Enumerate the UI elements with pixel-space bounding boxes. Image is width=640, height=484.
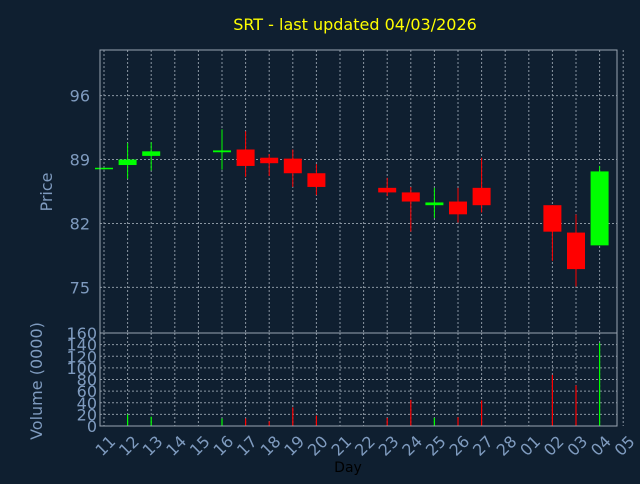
volume-tick-label: 160 <box>66 324 97 343</box>
candlestick <box>449 187 467 223</box>
volume-tick-label: 140 <box>66 336 97 355</box>
price-tick-label: 82 <box>70 214 90 233</box>
candle-body <box>260 157 279 164</box>
candlestick <box>543 205 562 261</box>
candle-body <box>118 159 137 166</box>
candle-body <box>307 173 326 187</box>
candle-body <box>142 151 161 156</box>
candle-body <box>449 201 467 215</box>
candlesticks <box>95 129 609 287</box>
candle-body <box>543 205 562 232</box>
volume-tick-label: 40 <box>77 394 97 413</box>
volume-tick-label: 80 <box>77 371 97 390</box>
candle-body <box>590 171 609 246</box>
volume-axis-label: Volume (0000) <box>27 322 46 440</box>
volume-tick-label: 100 <box>66 359 97 378</box>
candle-body <box>283 158 302 174</box>
candle-body <box>236 149 255 166</box>
price-tick-label: 96 <box>70 87 90 106</box>
candlestick <box>142 142 161 171</box>
price-axis-label: Price <box>37 172 56 211</box>
candle-body <box>95 167 113 170</box>
candle-body <box>472 187 491 206</box>
candle-body <box>401 192 420 202</box>
volume-bars <box>126 342 601 426</box>
volume-tick-label: 120 <box>66 347 97 366</box>
volume-tick-label: 60 <box>77 382 97 401</box>
candle-body <box>213 150 231 153</box>
volume-panel-frame <box>99 332 618 427</box>
candlestick <box>260 154 279 176</box>
candlestick <box>401 186 420 232</box>
x-axis-label: Day <box>334 460 362 476</box>
candlestick <box>567 214 585 287</box>
candlestick <box>213 129 231 170</box>
price-tick-labels: 75 82 89 96 <box>70 87 90 298</box>
candlestick <box>472 157 491 213</box>
candlestick <box>283 149 302 187</box>
candlestick <box>118 143 137 179</box>
chart-title: SRT - last updated 04/03/2026 <box>233 15 477 34</box>
candle-body <box>425 202 444 206</box>
price-tick-label: 89 <box>70 151 90 170</box>
candlestick <box>236 131 255 177</box>
volume-tick-label: 20 <box>77 405 97 424</box>
x-tick-labels: 1112131415161718192021222324252627280102… <box>91 432 638 460</box>
candlestick <box>378 177 397 197</box>
volume-tick-label: 0 <box>87 417 97 436</box>
candlestick <box>95 167 113 170</box>
candlestick <box>590 165 609 246</box>
candle-body <box>567 232 585 270</box>
price-tick-label: 75 <box>70 278 90 297</box>
candle-body <box>378 187 397 193</box>
candlestick <box>307 164 326 196</box>
candlestick <box>425 187 444 218</box>
